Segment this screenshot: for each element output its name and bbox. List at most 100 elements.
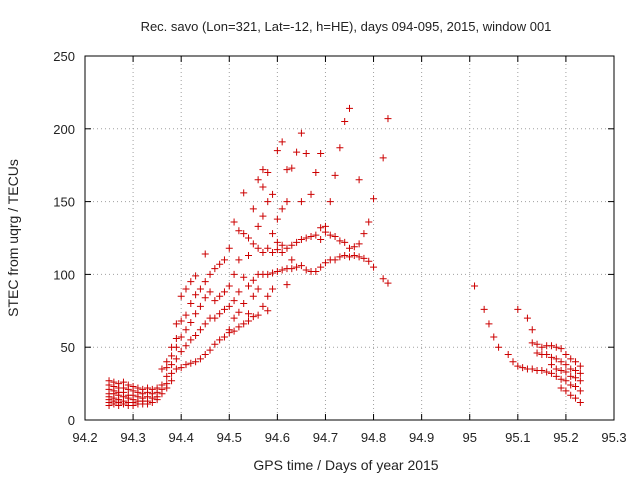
data-point [346, 104, 353, 112]
data-point [206, 270, 214, 278]
data-point [379, 154, 387, 162]
data-point [273, 215, 281, 223]
data-point [288, 265, 296, 273]
data-point [264, 198, 272, 206]
x-tick-label: 94.4 [169, 430, 194, 445]
data-point [278, 266, 286, 274]
data-point [235, 323, 243, 331]
data-point [269, 269, 277, 277]
data-point [110, 400, 118, 408]
x-tick-label: 94.7 [313, 430, 338, 445]
data-point [533, 349, 541, 357]
data-point [312, 168, 320, 176]
data-point [350, 251, 358, 259]
data-point [269, 230, 277, 238]
data-point [538, 366, 546, 374]
grid [85, 56, 614, 420]
data-point [235, 256, 243, 264]
data-point [225, 244, 233, 252]
data-point [163, 364, 171, 372]
data-point [317, 235, 325, 243]
data-point [509, 358, 517, 366]
data-point [211, 340, 219, 348]
y-tick-label: 250 [53, 49, 75, 64]
data-point [514, 305, 522, 313]
y-tick-label: 150 [53, 195, 75, 210]
data-point [562, 387, 570, 395]
data-point [192, 332, 200, 340]
data-point [312, 267, 320, 275]
data-point [168, 352, 176, 360]
data-point [196, 355, 204, 363]
x-tick-label: 94.8 [361, 430, 386, 445]
data-point [297, 129, 305, 137]
data-point [341, 118, 349, 126]
data-point [240, 189, 248, 197]
data-point [317, 224, 325, 232]
data-point [196, 285, 204, 293]
data-points [105, 104, 584, 409]
data-point [264, 244, 272, 252]
data-point [168, 369, 176, 377]
data-point [259, 249, 267, 257]
data-point [576, 387, 584, 395]
data-point [249, 205, 257, 213]
data-point [187, 300, 195, 308]
data-point [572, 374, 580, 382]
data-point [177, 348, 185, 356]
data-point [264, 307, 272, 315]
data-point [269, 249, 277, 257]
data-point [158, 365, 166, 373]
data-point [331, 171, 339, 179]
data-point [273, 147, 281, 155]
data-point [163, 384, 171, 392]
data-point [552, 365, 560, 373]
data-point [523, 314, 531, 322]
data-point [240, 230, 248, 238]
data-point [557, 384, 565, 392]
data-point [528, 365, 536, 373]
data-point [187, 278, 195, 286]
data-point [230, 327, 238, 335]
data-point [317, 263, 325, 271]
data-point [321, 228, 329, 236]
data-point [504, 350, 512, 358]
data-point [557, 366, 565, 374]
data-point [225, 329, 233, 337]
data-point [230, 218, 238, 226]
data-point [576, 377, 584, 385]
data-point [331, 256, 339, 264]
data-point [528, 326, 536, 334]
x-tick-label: 94.5 [217, 430, 242, 445]
data-point [225, 302, 233, 310]
data-point [144, 400, 152, 408]
data-point [562, 350, 570, 358]
data-point [245, 282, 253, 290]
data-point [379, 275, 387, 283]
data-point [576, 399, 584, 407]
axis-ticks: 94.2 94.3 94.4 94.5 94.6 94.7 94.8 94.9 95 95.1 95… [53, 49, 626, 445]
data-point [278, 241, 286, 249]
data-point [283, 244, 291, 252]
data-point [182, 361, 190, 369]
data-point [225, 282, 233, 290]
data-point [201, 320, 209, 328]
data-point [105, 401, 113, 409]
data-point [158, 390, 166, 398]
data-point [552, 355, 560, 363]
y-tick-label: 200 [53, 122, 75, 137]
data-point [220, 256, 228, 264]
data-point [543, 368, 551, 376]
data-point [177, 333, 185, 341]
x-tick-label: 95.3 [601, 430, 626, 445]
data-point [254, 176, 262, 184]
data-point [192, 291, 200, 299]
data-point [230, 314, 238, 322]
data-point [576, 369, 584, 377]
data-point [557, 375, 565, 383]
data-point [557, 345, 565, 353]
data-point [336, 144, 344, 152]
data-point [552, 343, 560, 351]
data-point [182, 311, 190, 319]
data-point [485, 320, 493, 328]
